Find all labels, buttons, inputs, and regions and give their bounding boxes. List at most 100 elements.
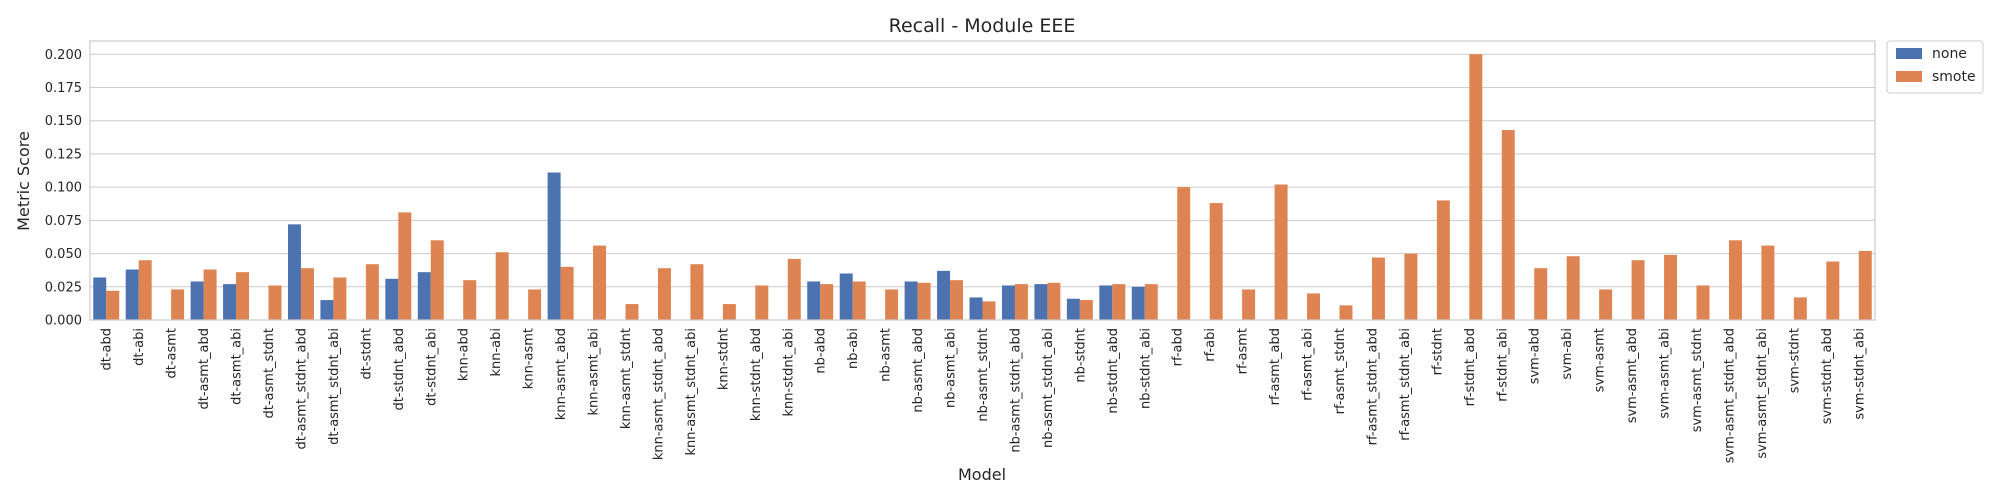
x-axis-label: Model [958, 465, 1006, 484]
x-tick-label: svm-stdnt_abi [1852, 328, 1867, 420]
legend-swatch-none [1896, 48, 1922, 59]
plot-frame [89, 40, 1876, 321]
bar-smote-nb-asmt_stdnt [982, 301, 996, 320]
bar-none-nb-asmt_abi [937, 270, 951, 320]
bar-smote-knn-abd [463, 280, 477, 320]
y-tick-label: 0.100 [45, 181, 82, 196]
y-tick-labels: 0.000 0.025 0.050 0.075 0.100 0.125 0.150 0.175… [45, 48, 82, 329]
x-tick-label: knn-asmt_stdnt_abi [684, 328, 699, 456]
legend: none smote [1886, 40, 1984, 94]
x-tick-label: nb-stdnt_abi [1138, 328, 1153, 409]
bar-smote-knn-asmt_abi [593, 245, 607, 320]
y-tick-label: 0.150 [45, 114, 82, 129]
x-tick-label: knn-stdnt [716, 328, 731, 390]
bar-none-nb-asmt_stdnt_abd [1001, 285, 1015, 320]
bar-smote-svm-asmt_stdnt [1696, 285, 1710, 320]
bar-smote-rf-asmt_abd [1274, 184, 1288, 320]
bar-none-dt-asmt_abi [223, 284, 237, 320]
x-tick-label: nb-stdnt [1073, 328, 1088, 383]
bar-none-dt-asmt_abd [190, 281, 204, 320]
x-tick-label: nb-stdnt_abd [1106, 328, 1121, 414]
bar-none-dt-asmt_stdnt_abi [320, 300, 334, 320]
y-tick-label: 0.075 [45, 214, 82, 229]
x-tick-label: rf-stdnt [1430, 328, 1445, 375]
x-tick-label: rf-asmt_abd [1268, 328, 1283, 405]
bar-smote-rf-asmt_stdnt_abi [1404, 253, 1418, 320]
bar-none-nb-asmt_stdnt_abi [1034, 284, 1048, 320]
bar-none-nb-stdnt_abi [1131, 286, 1145, 320]
x-tick-label: knn-stdnt_abd [749, 328, 764, 421]
bar-smote-knn-stdnt_abi [787, 258, 801, 320]
bar-none-nb-asmt_stdnt [969, 297, 983, 320]
bar-smote-nb-stdnt_abd [1112, 284, 1126, 320]
bar-none-nb-stdnt [1066, 298, 1080, 320]
bar-none-dt-abi [125, 269, 139, 320]
bar-smote-rf-stdnt_abd [1469, 54, 1483, 321]
y-tick-label: 0.000 [45, 314, 82, 329]
x-tick-label: rf-asmt_stdnt_abd [1365, 328, 1380, 445]
bar-smote-rf-asmt [1242, 289, 1256, 320]
y-axis-label: Metric Score [14, 131, 33, 231]
bar-smote-svm-stdnt_abd [1826, 261, 1840, 320]
x-tick-label: dt-abd [100, 328, 115, 371]
x-tick-labels: dt-abd dt-abi dt-asmt dt-asmt_abd dt-asmt_ab… [100, 328, 1868, 463]
x-tick-label: svm-asmt_stdnt [1690, 328, 1705, 432]
plot-background [90, 41, 1875, 320]
x-tick-label: svm-abi [1560, 328, 1575, 380]
x-tick-label: svm-abd [1528, 328, 1543, 384]
bar-none-nb-stdnt_abd [1099, 285, 1113, 320]
bar-none-nb-abd [807, 281, 821, 320]
x-tick-label: rf-stdnt_abi [1495, 328, 1510, 402]
bar-smote-svm-stdnt [1793, 297, 1807, 320]
bar-smote-dt-abd [106, 290, 120, 320]
x-tick-label: rf-abi [1203, 328, 1218, 362]
x-tick-label: nb-asmt_stdnt_abi [1041, 328, 1056, 448]
x-tick-label: dt-asmt_stdnt_abi [327, 328, 342, 445]
bar-smote-dt-stdnt_abi [430, 240, 444, 320]
bar-smote-nb-asmt_stdnt_abd [1014, 284, 1028, 320]
x-tick-label: svm-stdnt [1787, 328, 1802, 393]
bar-none-dt-stdnt_abi [417, 272, 431, 320]
chart-title: Recall - Module EEE [889, 15, 1076, 37]
x-tick-label: knn-asmt_abi [587, 328, 602, 416]
bar-smote-svm-asmt_abi [1664, 254, 1678, 320]
bar-smote-dt-asmt_stdnt [268, 285, 282, 320]
x-tick-label: nb-asmt_stdnt [976, 328, 991, 422]
x-tick-label: svm-asmt_abi [1658, 328, 1673, 419]
x-tick-label: dt-stdnt_abi [424, 328, 439, 406]
legend-swatch-smote [1896, 71, 1922, 82]
bar-none-dt-asmt_stdnt_abd [287, 224, 301, 320]
bar-smote-knn-asmt_stdnt [625, 304, 639, 320]
y-tick-label: 0.125 [45, 147, 82, 162]
x-tick-label: dt-asmt [165, 328, 180, 379]
y-tick-label: 0.175 [45, 81, 82, 96]
x-tick-label: knn-asmt_abd [554, 328, 569, 420]
x-tick-label: rf-asmt [1236, 328, 1251, 374]
bar-smote-knn-stdnt_abd [755, 285, 769, 320]
y-tick-label: 0.025 [45, 280, 82, 295]
x-tick-label: svm-asmt_stdnt_abi [1755, 328, 1770, 459]
x-tick-label: svm-asmt [1593, 328, 1608, 392]
y-tick-label: 0.050 [45, 247, 82, 262]
bar-smote-dt-stdnt [365, 264, 379, 320]
bars [93, 54, 1872, 321]
bar-smote-nb-stdnt_abi [1144, 284, 1158, 320]
bar-smote-rf-abi [1209, 203, 1223, 320]
bar-none-nb-asmt_abd [904, 281, 918, 320]
x-tick-label: dt-stdnt_abd [392, 328, 407, 410]
x-tick-label: rf-abd [1171, 328, 1186, 366]
x-tick-label: svm-asmt_abd [1625, 328, 1640, 423]
bar-smote-svm-asmt_abd [1631, 260, 1645, 320]
bar-smote-nb-stdnt [1079, 300, 1093, 320]
x-tick-label: rf-stdnt_abd [1463, 328, 1478, 406]
bar-smote-rf-abd [1177, 187, 1191, 320]
x-tick-label: svm-stdnt_abd [1820, 328, 1835, 424]
x-tick-label: knn-stdnt_abi [781, 328, 796, 417]
bar-smote-svm-asmt [1599, 289, 1613, 320]
bar-smote-dt-asmt [171, 289, 185, 320]
bar-smote-dt-abi [138, 260, 152, 320]
bar-smote-nb-asmt_abi [950, 280, 964, 320]
x-tick-label: dt-abi [132, 328, 147, 366]
x-tick-label: knn-abi [489, 328, 504, 377]
bar-smote-nb-abd [820, 284, 834, 320]
